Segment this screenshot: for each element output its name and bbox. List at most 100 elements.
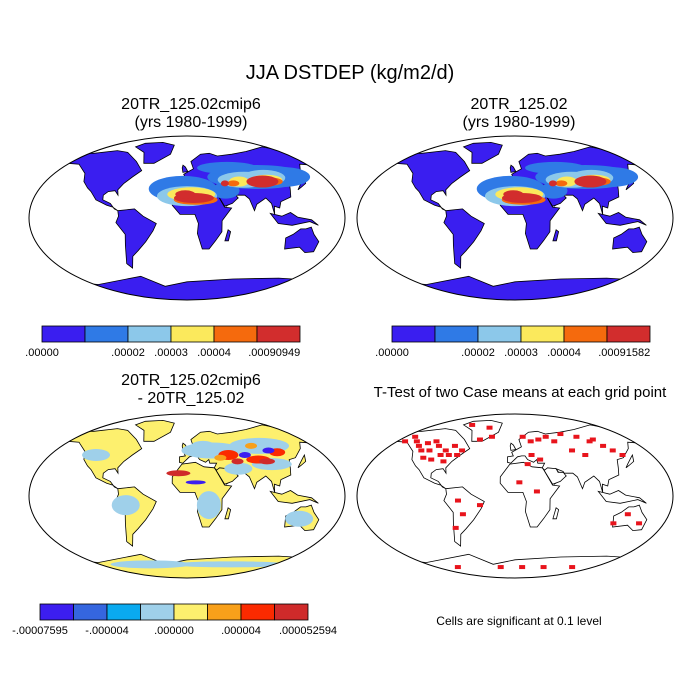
significant-cell-23 xyxy=(527,439,534,444)
colorbar-tick-label-3: .000004 xyxy=(221,625,261,637)
colorbar-box-2 xyxy=(477,325,522,343)
colorbar-box-5 xyxy=(606,325,651,343)
diff-light-blue-2 xyxy=(196,491,221,520)
landmass-uk xyxy=(181,164,189,173)
colorbar-tick-label-4: .000052594 xyxy=(279,625,337,637)
colorbar-tick-label-0: .00000 xyxy=(25,347,59,359)
diff-light-blue-6 xyxy=(170,561,291,568)
diff-light-blue-1 xyxy=(111,495,140,516)
map-border xyxy=(28,135,346,301)
significant-cell-13 xyxy=(428,457,435,462)
panel2-map-content xyxy=(356,135,674,301)
dust-lvl5-3 xyxy=(220,180,229,187)
landmass-japan xyxy=(297,453,307,469)
significant-cell-50 xyxy=(540,565,547,570)
colorbar-tick-label-4: .00090949 xyxy=(248,347,300,359)
panel1-title-line1: 20TR_125.02cmip6 xyxy=(121,96,261,113)
significant-cell-10 xyxy=(418,448,425,453)
significant-cell-47 xyxy=(586,439,593,444)
dust-lvl4-1 xyxy=(555,180,568,187)
panel4-title: T-Test of two Case means at each grid po… xyxy=(373,384,667,401)
colorbar-tick-label-1: .00002 xyxy=(461,347,495,359)
significant-cell-3 xyxy=(424,441,431,446)
landmass-japan xyxy=(625,453,635,469)
colorbar-box-5 xyxy=(256,325,301,343)
diff-dark-red-1 xyxy=(231,458,244,465)
colorbar-box-0 xyxy=(39,603,74,621)
landmass-namerica xyxy=(385,150,471,212)
significant-cell-28 xyxy=(573,434,580,439)
diff-dark-red-2 xyxy=(258,458,275,465)
significant-cell-49 xyxy=(519,565,526,570)
dust-lvl1-3 xyxy=(525,161,586,174)
colorbar-box-3 xyxy=(170,325,215,343)
colorbar-box-4 xyxy=(173,603,208,621)
panel3-map xyxy=(28,413,346,579)
colorbar-tick-label-3: .00004 xyxy=(197,347,231,359)
landmass-namerica xyxy=(385,428,471,490)
colorbar-box-6 xyxy=(240,603,275,621)
dust-lvl5-2 xyxy=(574,175,607,188)
colorbar-box-1 xyxy=(73,603,108,621)
panel1-map-content xyxy=(28,135,346,301)
significant-cell-2 xyxy=(415,443,422,448)
map-border xyxy=(28,413,346,579)
landmass-arabia xyxy=(543,467,567,485)
colorbar-tick-label-2: .000000 xyxy=(154,625,194,637)
diff-light-blue-0 xyxy=(82,449,111,461)
significant-cell-42 xyxy=(454,498,461,503)
dust-lvl5-1 xyxy=(503,190,524,199)
diff-light-blue-3 xyxy=(285,510,314,527)
map-land xyxy=(50,419,338,578)
diff-light-blue-5 xyxy=(110,560,191,569)
panel4-map xyxy=(356,413,674,579)
colorbar-box-0 xyxy=(41,325,86,343)
panel2-title-line2: (yrs 1980-1999) xyxy=(462,114,576,131)
landmass-australia xyxy=(612,226,648,254)
significant-cell-48 xyxy=(497,565,504,570)
diff-dark-blue-2 xyxy=(185,480,206,485)
significant-cell-7 xyxy=(445,453,452,457)
colorbar2: .00000 .00002 .00003 .00004 .00091582 xyxy=(375,325,651,359)
panel1-title: 20TR_125.02cmip6 (yrs 1980-1999) xyxy=(35,96,347,132)
colorbar-tick-label-2: .00003 xyxy=(504,347,538,359)
panel1-map xyxy=(28,135,346,301)
landmass-samerica xyxy=(443,486,485,547)
landmass-greenland xyxy=(134,419,175,442)
diff-orange-1 xyxy=(245,442,258,449)
significant-cell-0 xyxy=(412,434,419,439)
significant-cell-34 xyxy=(619,453,626,457)
significant-cell-16 xyxy=(454,453,461,457)
colorbar-box-4 xyxy=(563,325,608,343)
landmass-australia xyxy=(284,226,320,254)
colorbar1: .00000 .00002 .00003 .00004 .00090949 xyxy=(25,325,301,359)
dust-lvl5-3 xyxy=(548,180,557,187)
panel4-note: Cells are significant at 0.1 level xyxy=(436,614,602,628)
significant-cell-36 xyxy=(537,457,544,462)
colorbar-tick-label-2: .00003 xyxy=(154,347,188,359)
landmass-uk xyxy=(509,442,517,451)
landmass-uk xyxy=(509,164,517,173)
significant-cell-29 xyxy=(589,437,596,442)
panel2-title-line1: 20TR_125.02 xyxy=(470,96,568,113)
significant-cell-40 xyxy=(476,503,483,508)
colorbar-tick-label-0: -.00007595 xyxy=(12,625,68,637)
significant-cell-44 xyxy=(624,512,631,517)
dust-lvl4-1 xyxy=(227,180,240,187)
panel1-title-line2: (yrs 1980-1999) xyxy=(134,114,248,131)
colorbar-box-1 xyxy=(84,325,129,343)
significant-cell-43 xyxy=(452,525,459,530)
significant-cell-51 xyxy=(569,565,576,570)
landmass-indonesia xyxy=(269,490,319,504)
colorbar3: -.00007595 -.000004 .000000 .000004 .0000525… xyxy=(12,603,337,637)
colorbar-box-3 xyxy=(520,325,565,343)
panel4-map-content xyxy=(356,413,674,579)
panel2-title: 20TR_125.02 (yrs 1980-1999) xyxy=(363,96,675,132)
significant-cell-46 xyxy=(610,521,617,526)
significant-cell-5 xyxy=(435,443,442,448)
significant-cell-11 xyxy=(426,448,433,453)
panel3-title-line2: - 20TR_125.02 xyxy=(137,390,245,407)
landmass-indonesia xyxy=(269,212,319,226)
diff-blue-band-2 xyxy=(224,462,253,475)
landmass-indonesia xyxy=(597,212,647,226)
